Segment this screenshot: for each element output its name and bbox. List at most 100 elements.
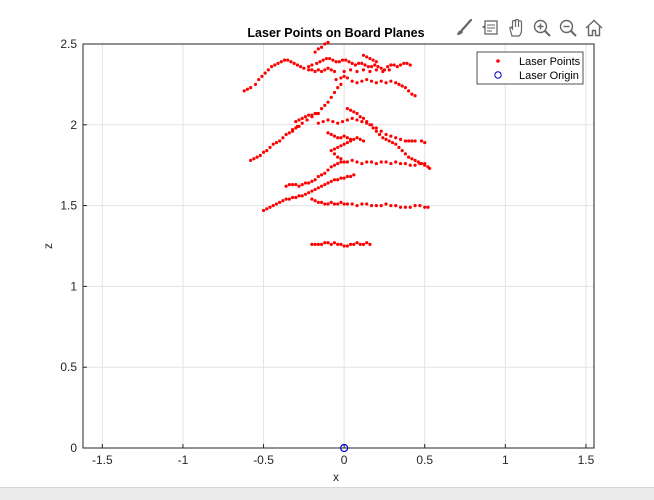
laser-point xyxy=(326,66,330,70)
legend-marker-laser-origin xyxy=(494,71,502,79)
laser-point xyxy=(365,202,369,206)
laser-point xyxy=(374,129,378,133)
pan-hand-icon[interactable] xyxy=(504,16,528,40)
laser-point xyxy=(274,140,279,145)
laser-point xyxy=(258,153,262,158)
laser-point xyxy=(332,178,337,182)
laser-point xyxy=(361,68,366,72)
laser-point xyxy=(319,107,324,111)
laser-point xyxy=(334,60,338,64)
laser-point xyxy=(263,71,267,75)
laser-point xyxy=(253,82,258,86)
laser-point xyxy=(374,81,378,85)
y-tick-label: 2.5 xyxy=(60,37,77,51)
chart-title: Laser Points on Board Planes xyxy=(247,26,424,40)
laser-point xyxy=(279,60,283,64)
laser-point xyxy=(329,179,333,183)
laser-point xyxy=(299,65,303,69)
laser-point xyxy=(366,65,370,69)
laser-point xyxy=(323,182,327,187)
laser-point xyxy=(345,202,349,206)
laser-point xyxy=(418,161,422,166)
laser-point xyxy=(345,174,349,179)
laser-point xyxy=(389,63,393,67)
laser-point xyxy=(336,178,340,182)
laser-point xyxy=(329,242,333,246)
laser-point xyxy=(371,126,375,130)
laser-point xyxy=(319,69,324,74)
laser-point xyxy=(427,166,432,171)
laser-point xyxy=(374,68,378,72)
laser-point xyxy=(348,139,353,143)
laser-point xyxy=(398,63,403,67)
zoom-in-icon[interactable] xyxy=(530,16,554,40)
laser-point xyxy=(360,61,364,65)
laser-point xyxy=(329,200,333,204)
laser-point xyxy=(278,139,282,143)
laser-point xyxy=(242,89,246,93)
legend-marker-laser-points xyxy=(496,59,500,63)
laser-point xyxy=(287,197,291,201)
laser-point xyxy=(326,40,330,44)
laser-point xyxy=(374,60,378,64)
laser-point xyxy=(319,242,324,246)
laser-point xyxy=(339,144,343,148)
laser-point xyxy=(310,179,314,183)
laser-point xyxy=(307,191,311,195)
laser-point xyxy=(384,132,388,137)
laser-point xyxy=(365,119,369,124)
brush-icon[interactable] xyxy=(452,16,476,40)
laser-point xyxy=(284,184,288,188)
laser-point xyxy=(403,205,407,209)
data-tip-icon[interactable] xyxy=(478,16,502,40)
laser-point xyxy=(305,118,309,122)
laser-point xyxy=(245,87,250,91)
laser-point xyxy=(273,63,277,67)
laser-point xyxy=(357,61,361,65)
y-axis-label: z xyxy=(41,243,55,249)
window-bottom-strip xyxy=(0,487,654,500)
laser-point xyxy=(350,61,354,65)
laser-point xyxy=(339,82,343,86)
laser-point xyxy=(326,181,330,185)
laser-point xyxy=(278,200,282,204)
zoom-out-icon[interactable] xyxy=(556,16,580,40)
laser-point xyxy=(355,241,359,245)
laser-point xyxy=(381,136,385,140)
laser-point xyxy=(410,139,414,143)
laser-point xyxy=(342,69,346,74)
laser-point xyxy=(294,182,298,187)
laser-point xyxy=(352,242,356,246)
laser-point xyxy=(355,111,359,116)
laser-point xyxy=(300,182,304,187)
laser-point xyxy=(378,132,382,137)
laser-point xyxy=(350,116,354,120)
laser-point xyxy=(329,68,333,72)
axes-box xyxy=(82,43,595,449)
laser-point xyxy=(307,65,311,69)
laser-point xyxy=(389,204,393,208)
laser-point xyxy=(413,158,417,162)
laser-point xyxy=(369,65,374,69)
laser-point xyxy=(379,204,383,208)
laser-point xyxy=(374,161,378,166)
laser-point xyxy=(329,132,333,137)
laser-point xyxy=(342,176,346,180)
laser-point xyxy=(266,68,270,72)
laser-point xyxy=(368,242,372,246)
laser-point xyxy=(307,181,311,185)
laser-point xyxy=(394,81,398,85)
laser-point xyxy=(307,68,311,72)
laser-point xyxy=(397,82,401,86)
home-icon[interactable] xyxy=(582,16,606,40)
laser-point xyxy=(282,58,287,62)
laser-point xyxy=(294,126,298,130)
laser-point xyxy=(339,136,343,140)
laser-point xyxy=(323,202,327,206)
laser-point xyxy=(398,161,403,166)
laser-point xyxy=(310,189,314,193)
y-tick-label: 1.5 xyxy=(60,199,77,213)
laser-point xyxy=(319,45,324,49)
laser-point xyxy=(394,160,398,164)
laser-point xyxy=(369,79,374,83)
